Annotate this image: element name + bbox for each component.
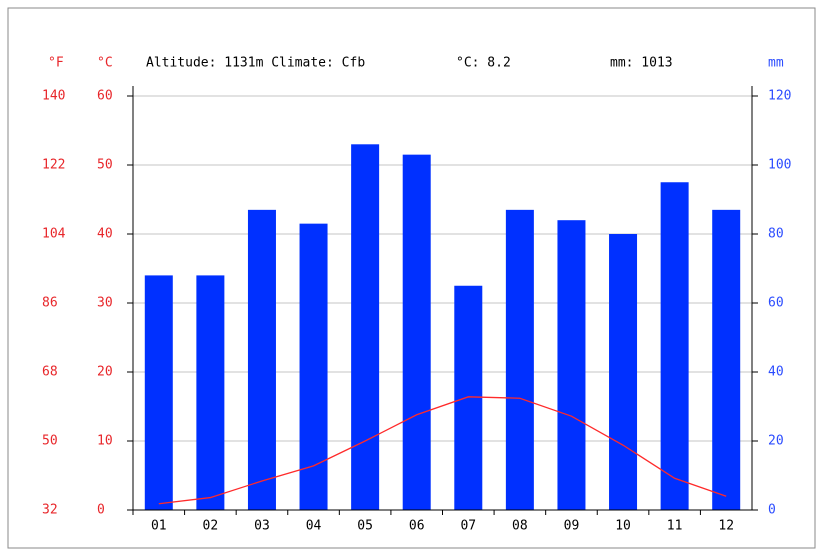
- precip-bar: [557, 220, 586, 510]
- x-tick-label: 05: [357, 519, 373, 534]
- x-tick-label: 09: [564, 519, 580, 534]
- precip-bar: [609, 234, 638, 510]
- x-tick-label: 12: [718, 519, 734, 534]
- header-info: Altitude: 1131m Climate: Cfb: [146, 56, 365, 71]
- y-tick-label: 30: [97, 296, 113, 311]
- y2-tick-label: 40: [768, 365, 784, 380]
- f-tick-label: 104: [42, 227, 66, 242]
- precip-bar: [402, 154, 431, 510]
- x-tick-label: 02: [203, 519, 219, 534]
- x-tick-label: 10: [615, 519, 631, 534]
- f-tick-label: 140: [42, 89, 65, 104]
- x-tick-label: 04: [306, 519, 322, 534]
- x-tick-label: 07: [460, 519, 476, 534]
- x-tick-label: 03: [254, 519, 270, 534]
- precip-bar: [660, 182, 689, 510]
- y2-tick-label: 0: [768, 503, 776, 518]
- y-tick-label: 0: [97, 503, 105, 518]
- f-tick-label: 68: [42, 365, 58, 380]
- precip-bar: [351, 144, 380, 511]
- x-tick-label: 06: [409, 519, 425, 534]
- f-tick-label: 32: [42, 503, 58, 518]
- f-tick-label: 86: [42, 296, 58, 311]
- c-unit: °C: [97, 56, 113, 71]
- f-unit: °F: [48, 56, 64, 71]
- precip-bar: [299, 223, 328, 510]
- f-tick-label: 122: [42, 158, 65, 173]
- x-tick-label: 01: [151, 519, 167, 534]
- precip-bar: [454, 285, 483, 510]
- y-tick-label: 20: [97, 365, 113, 380]
- y-tick-label: 10: [97, 434, 113, 449]
- y2-tick-label: 80: [768, 227, 784, 242]
- x-tick-label: 08: [512, 519, 528, 534]
- y-tick-label: 60: [97, 89, 113, 104]
- y-tick-label: 40: [97, 227, 113, 242]
- f-tick-label: 50: [42, 434, 58, 449]
- precip-bar: [712, 209, 741, 510]
- y2-tick-label: 100: [768, 158, 791, 173]
- precip-bar: [505, 209, 534, 510]
- temp-line: [158, 396, 727, 505]
- header-precip: mm: 1013: [610, 56, 673, 71]
- y2-tick-label: 120: [768, 89, 791, 104]
- y2-tick-label: 20: [768, 434, 784, 449]
- header-temp: °C: 8.2: [456, 56, 511, 71]
- precip-bar: [196, 275, 225, 510]
- x-tick-label: 11: [667, 519, 683, 534]
- precip-bar: [144, 275, 173, 510]
- y2-tick-label: 60: [768, 296, 784, 311]
- precip-bar: [247, 209, 276, 510]
- y-tick-label: 50: [97, 158, 113, 173]
- mm-unit: mm: [768, 56, 784, 71]
